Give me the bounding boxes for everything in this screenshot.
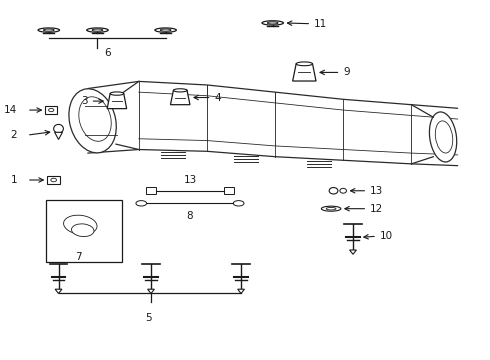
- Bar: [224, 187, 234, 194]
- Ellipse shape: [429, 112, 457, 162]
- Text: 8: 8: [187, 211, 193, 221]
- Text: 10: 10: [364, 231, 393, 240]
- Ellipse shape: [64, 215, 97, 234]
- Polygon shape: [54, 132, 62, 139]
- Ellipse shape: [262, 21, 283, 25]
- Ellipse shape: [326, 207, 336, 210]
- Ellipse shape: [155, 28, 176, 32]
- Polygon shape: [293, 64, 316, 81]
- Ellipse shape: [38, 28, 59, 32]
- Ellipse shape: [110, 92, 124, 95]
- Polygon shape: [238, 289, 245, 293]
- Text: 3: 3: [81, 96, 103, 106]
- Polygon shape: [55, 289, 62, 293]
- Ellipse shape: [173, 89, 187, 92]
- Text: 6: 6: [104, 48, 111, 58]
- FancyBboxPatch shape: [46, 107, 57, 114]
- Ellipse shape: [268, 22, 278, 24]
- Ellipse shape: [136, 201, 147, 206]
- Ellipse shape: [54, 125, 63, 133]
- Text: 7: 7: [74, 252, 81, 262]
- Text: 13: 13: [183, 175, 196, 185]
- Ellipse shape: [92, 29, 103, 31]
- Text: 4: 4: [194, 93, 221, 103]
- Ellipse shape: [321, 206, 341, 211]
- FancyBboxPatch shape: [48, 176, 60, 184]
- Ellipse shape: [233, 201, 244, 206]
- Ellipse shape: [44, 29, 54, 31]
- Bar: [146, 187, 156, 194]
- Polygon shape: [147, 289, 154, 293]
- Text: 11: 11: [288, 19, 327, 29]
- Ellipse shape: [79, 97, 111, 141]
- Text: 5: 5: [145, 313, 152, 323]
- Bar: [47, 200, 122, 262]
- Ellipse shape: [51, 178, 56, 182]
- Text: 12: 12: [345, 204, 383, 214]
- Ellipse shape: [49, 108, 54, 112]
- Ellipse shape: [87, 28, 108, 32]
- Ellipse shape: [69, 89, 116, 153]
- Ellipse shape: [296, 62, 313, 66]
- Polygon shape: [107, 94, 127, 109]
- Ellipse shape: [435, 121, 453, 153]
- Text: 2: 2: [10, 130, 17, 140]
- Ellipse shape: [160, 29, 171, 31]
- Ellipse shape: [72, 224, 94, 237]
- Polygon shape: [349, 250, 356, 254]
- Text: 14: 14: [4, 105, 17, 115]
- Text: 9: 9: [320, 67, 350, 77]
- Text: 1: 1: [10, 175, 17, 185]
- Polygon shape: [171, 90, 190, 105]
- Text: 13: 13: [350, 186, 383, 196]
